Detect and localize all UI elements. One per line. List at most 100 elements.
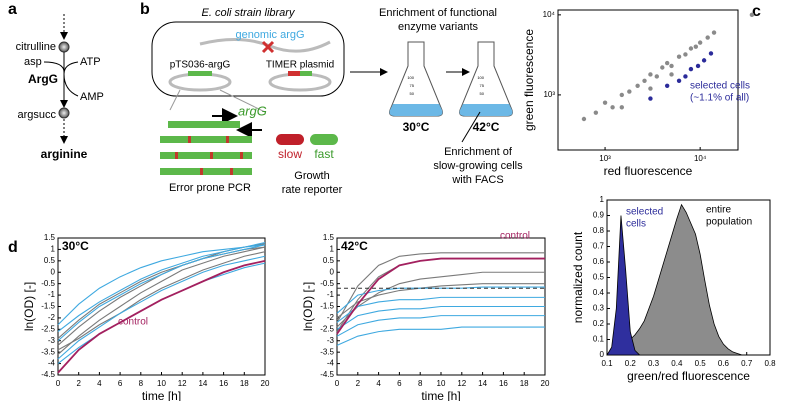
- series-line: [336, 315, 545, 337]
- metabolite: [58, 41, 70, 53]
- flask-mark: 50: [410, 91, 415, 96]
- gene-label: genomic argG: [235, 29, 304, 41]
- y-tick-label: -3.5: [320, 347, 334, 356]
- series-line: [57, 259, 266, 374]
- y-tick-label: 0.2: [593, 319, 605, 328]
- panel-letter: b: [140, 1, 150, 18]
- y-tick-label: 1.5: [44, 233, 56, 242]
- step-label: with FACS: [451, 174, 503, 186]
- point: [688, 46, 694, 51]
- y-tick-label: 0.4: [593, 288, 605, 297]
- x-tick-label: 0.8: [764, 359, 776, 368]
- y-tick-label: 0.5: [44, 256, 56, 265]
- point: [664, 83, 670, 88]
- y-tick-label: 1: [51, 245, 56, 254]
- y-axis-label: normalized count: [571, 231, 585, 323]
- y-tick-label: -2: [327, 313, 335, 322]
- series-line: [336, 296, 545, 323]
- chart-title: 30°C: [62, 239, 89, 253]
- series-line: [57, 262, 266, 365]
- point: [676, 54, 682, 59]
- series-line: [336, 257, 545, 335]
- x-axis-label: time [h]: [421, 389, 460, 401]
- step-label: Enrichment of: [444, 146, 513, 158]
- y-axis-label: ln(OD) [-]: [301, 282, 315, 331]
- series-line: [57, 242, 266, 333]
- annotation: entire: [706, 205, 731, 216]
- x-tick-label: 20: [261, 379, 270, 388]
- y-tick-label: 0: [330, 267, 335, 276]
- reporter-slow: [276, 134, 304, 145]
- panel-letter: d: [8, 239, 18, 256]
- y-tick-label: -2.5: [320, 324, 334, 333]
- temperature: 42°C: [473, 120, 500, 134]
- y-tick-label: -2.5: [41, 324, 55, 333]
- point: [701, 58, 707, 63]
- y-tick-label: 0.1: [593, 335, 605, 344]
- y-tick-label: -1.5: [320, 302, 334, 311]
- y-tick-label: -1: [327, 290, 335, 299]
- series-line: [336, 258, 545, 332]
- point: [648, 86, 653, 91]
- y-tick-label: -1.5: [41, 302, 55, 311]
- point: [635, 83, 640, 88]
- y-tick-label: -3.5: [41, 347, 55, 356]
- point: [676, 78, 682, 84]
- plasmid-label: pTS036-argG: [170, 60, 231, 71]
- point: [648, 96, 653, 101]
- step-label: Enrichment of functional: [379, 7, 497, 19]
- y-tick-label: -3: [48, 336, 56, 345]
- series-line: [336, 283, 545, 319]
- y-tick-label: 0.3: [593, 304, 605, 313]
- flask-mark: 75: [410, 83, 415, 88]
- point: [669, 72, 674, 77]
- step-label: Growth: [294, 170, 329, 182]
- point: [693, 44, 699, 49]
- x-tick-label: 0.6: [718, 359, 730, 368]
- x-tick-label: 4: [376, 379, 381, 388]
- y-tick-label: 1: [600, 195, 605, 204]
- x-tick-label: 0: [335, 379, 340, 388]
- point: [593, 110, 599, 115]
- x-tick-label: 0.4: [671, 359, 683, 368]
- point: [711, 30, 717, 35]
- flask-mark: 50: [480, 91, 485, 96]
- x-tick-label: 12: [457, 379, 466, 388]
- enzyme: ArgG: [28, 72, 58, 86]
- y-tick-label: 0: [51, 267, 56, 276]
- x-tick-label: 6: [118, 379, 123, 388]
- point: [619, 92, 625, 98]
- series-line: [336, 252, 545, 323]
- x-tick-label: 0.7: [741, 359, 753, 368]
- y-tick-label: 0.8: [593, 226, 605, 235]
- x-tick-label: 10⁴: [694, 154, 707, 163]
- y-tick-label: 0.5: [593, 273, 605, 282]
- y-tick-label: 1.5: [323, 233, 335, 242]
- series-line: [336, 271, 545, 328]
- step-label: Error prone PCR: [169, 182, 251, 194]
- cofactor-arc: [63, 61, 79, 97]
- point: [619, 105, 625, 110]
- x-tick-label: 18: [520, 379, 529, 388]
- y-tick-label: -0.5: [320, 279, 334, 288]
- series-line: [336, 305, 545, 330]
- annotation: control: [500, 231, 530, 242]
- point: [581, 116, 587, 122]
- cofactor: ATP: [80, 56, 101, 68]
- series-line: [57, 255, 266, 360]
- deletion-mark: [261, 40, 275, 54]
- x-tick-label: 12: [178, 379, 187, 388]
- x-tick-label: 4: [97, 379, 102, 388]
- x-axis-label: green/red fluorescence: [627, 369, 750, 383]
- x-tick-label: 10: [437, 379, 446, 388]
- x-tick-label: 0.3: [648, 359, 660, 368]
- point: [660, 65, 665, 70]
- plot-frame: [57, 237, 266, 376]
- x-tick-label: 20: [541, 379, 550, 388]
- y-tick-label: -0.5: [41, 279, 55, 288]
- annotation: control: [118, 317, 148, 328]
- x-tick-label: 14: [478, 379, 487, 388]
- x-tick-label: 6: [397, 379, 402, 388]
- amplicons: [160, 121, 252, 175]
- gene: [288, 71, 300, 76]
